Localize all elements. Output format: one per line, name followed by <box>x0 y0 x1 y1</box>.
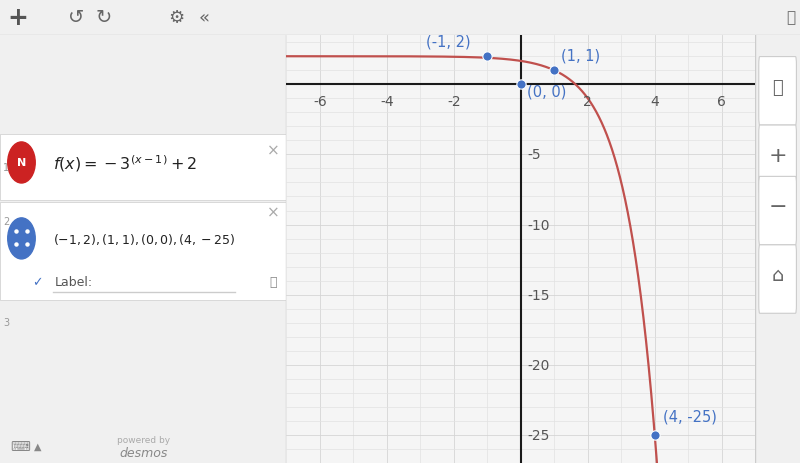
FancyBboxPatch shape <box>758 177 797 245</box>
Point <box>481 53 494 61</box>
FancyBboxPatch shape <box>758 245 797 313</box>
Text: -2: -2 <box>447 95 461 109</box>
Text: Label:: Label: <box>54 275 93 288</box>
Point <box>648 432 661 439</box>
Text: -4: -4 <box>380 95 394 109</box>
Text: ×: × <box>267 143 280 158</box>
Text: desmos: desmos <box>119 446 167 459</box>
Text: 🔧: 🔧 <box>270 275 278 288</box>
Text: N: N <box>17 158 26 168</box>
Text: 3: 3 <box>3 317 10 327</box>
Text: +: + <box>7 6 28 30</box>
Text: 2: 2 <box>583 95 592 109</box>
Text: -15: -15 <box>527 288 550 302</box>
Text: ⌂: ⌂ <box>771 266 784 285</box>
Text: 6: 6 <box>718 95 726 109</box>
Text: 🔧: 🔧 <box>786 11 795 25</box>
Text: ×: × <box>267 205 280 220</box>
Bar <box>0 203 286 301</box>
Point <box>514 81 527 89</box>
Text: -25: -25 <box>527 428 550 442</box>
Bar <box>0 134 286 200</box>
Text: (0, 0): (0, 0) <box>527 84 567 99</box>
Text: «: « <box>198 9 210 27</box>
Text: -20: -20 <box>527 358 550 372</box>
Text: $f(x)=-3^{(x-1)}+2$: $f(x)=-3^{(x-1)}+2$ <box>53 153 197 174</box>
Text: -5: -5 <box>527 148 541 162</box>
Text: 2: 2 <box>3 217 10 227</box>
Text: ✓: ✓ <box>32 275 42 288</box>
Text: -6: -6 <box>313 95 326 109</box>
Text: 1: 1 <box>3 163 10 172</box>
Text: (4, -25): (4, -25) <box>663 409 717 424</box>
Circle shape <box>8 219 35 259</box>
Text: ↺: ↺ <box>68 8 84 27</box>
Text: ⌨: ⌨ <box>10 439 30 453</box>
Text: ⚙: ⚙ <box>168 9 184 27</box>
Text: (1, 1): (1, 1) <box>561 49 600 63</box>
Text: $(-1,2),(1,1),(0,0),(4,-25)$: $(-1,2),(1,1),(0,0),(4,-25)$ <box>53 232 235 246</box>
Text: ↻: ↻ <box>96 8 112 27</box>
Text: −: − <box>768 197 787 217</box>
Text: -10: -10 <box>527 218 550 232</box>
Text: (-1, 2): (-1, 2) <box>426 34 470 50</box>
Text: 4: 4 <box>650 95 659 109</box>
Text: ▲: ▲ <box>34 441 41 451</box>
FancyBboxPatch shape <box>758 126 797 194</box>
Circle shape <box>8 143 35 184</box>
Text: powered by: powered by <box>117 435 170 444</box>
Point <box>548 68 561 75</box>
FancyBboxPatch shape <box>758 57 797 126</box>
Text: +: + <box>768 146 787 166</box>
Text: 🔧: 🔧 <box>772 78 783 96</box>
